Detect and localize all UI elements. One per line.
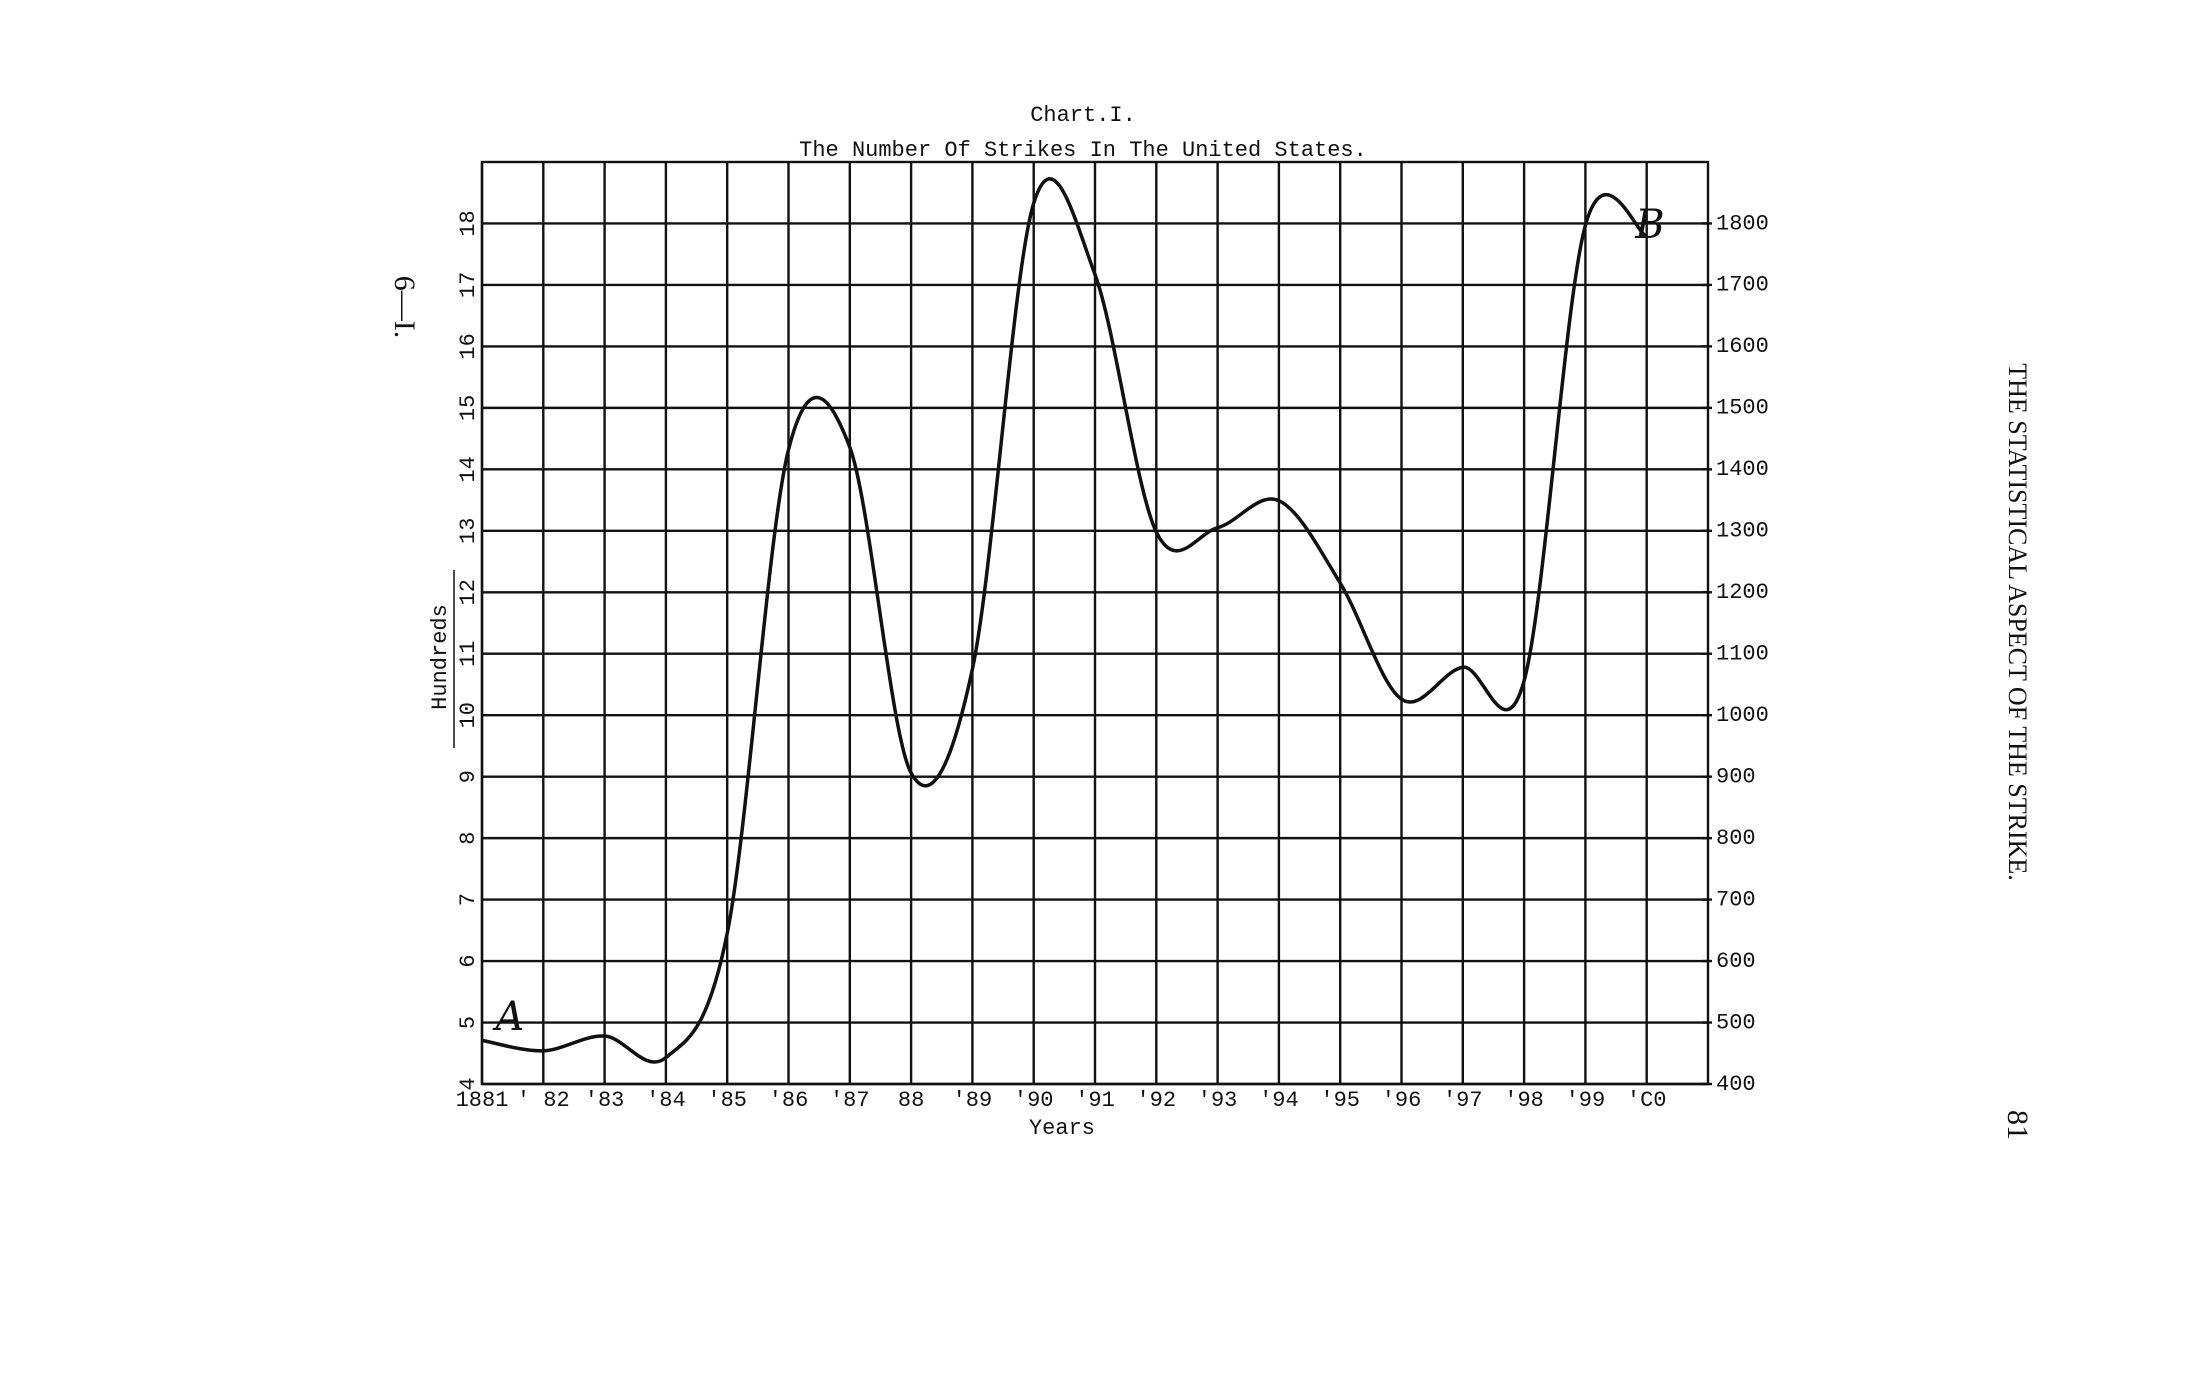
- page-number: 81: [2001, 1110, 2034, 1140]
- y2-tick-label: 1500: [1716, 396, 1769, 421]
- y-tick-label: 16: [456, 333, 481, 359]
- y2-tick-label: 1100: [1716, 642, 1769, 667]
- x-tick-label: '85: [707, 1088, 747, 1113]
- x-tick-label: '93: [1198, 1088, 1238, 1113]
- y2-tick-label: 1300: [1716, 519, 1769, 544]
- y-tick-label: 6: [456, 954, 481, 967]
- x-tick-label: '92: [1136, 1088, 1176, 1113]
- y2-tick-label: 1200: [1716, 580, 1769, 605]
- x-tick-label: '96: [1382, 1088, 1422, 1113]
- x-axis-label: Years: [1029, 1116, 1095, 1141]
- x-tick-label: '87: [830, 1088, 870, 1113]
- x-tick-label: ' 82: [517, 1088, 570, 1113]
- y2-tick-label: 600: [1716, 949, 1756, 974]
- y-tick-label: 12: [456, 579, 481, 605]
- y-tick-label: 7: [456, 893, 481, 906]
- y-tick-label: 9: [456, 770, 481, 783]
- annotation: A: [492, 994, 525, 1040]
- y2-tick-label: 1000: [1716, 703, 1769, 728]
- y-tick-label: 11: [456, 641, 481, 667]
- data-line: [481, 177, 1648, 1064]
- y-tick-label: 17: [456, 272, 481, 298]
- x-tick-label: '99: [1566, 1088, 1606, 1113]
- x-tick-label: '98: [1504, 1088, 1544, 1113]
- y2-tick-label: 700: [1716, 887, 1756, 912]
- y2-tick-label: 1600: [1716, 334, 1769, 359]
- y-tick-label: 5: [456, 1016, 481, 1029]
- x-tick-label: '91: [1075, 1088, 1115, 1113]
- y-tick-label: 18: [456, 210, 481, 236]
- y2-tick-label: 1400: [1716, 457, 1769, 482]
- x-tick-label: '97: [1443, 1088, 1483, 1113]
- y2-tick-label: 800: [1716, 826, 1756, 851]
- x-tick-label: 1881: [456, 1088, 509, 1113]
- x-tick-label: '89: [953, 1088, 993, 1113]
- x-tick-label: 88: [898, 1088, 924, 1113]
- y-tick-label: 15: [456, 395, 481, 421]
- y2-tick-label: 1700: [1716, 273, 1769, 298]
- x-tick-label: '94: [1259, 1088, 1299, 1113]
- x-tick-label: '90: [1014, 1088, 1054, 1113]
- y2-tick-label: 1800: [1716, 211, 1769, 236]
- chart-title: Chart.I.: [1030, 103, 1136, 128]
- x-tick-label: '83: [585, 1088, 625, 1113]
- annotation: B: [1634, 202, 1664, 248]
- y-tick-label: 8: [456, 832, 481, 845]
- y-tick-label: 10: [456, 702, 481, 728]
- x-tick-label: '84: [646, 1088, 686, 1113]
- y2-tick-label: 900: [1716, 764, 1756, 789]
- y-axis-label: Hundreds: [428, 604, 453, 710]
- y-tick-label: 4: [456, 1077, 481, 1090]
- x-tick-label: '86: [769, 1088, 809, 1113]
- running-head: THE STATISTICAL ASPECT OF THE STRIKE.: [2003, 363, 2032, 880]
- margin-mark: 6—I.: [388, 276, 421, 339]
- x-tick-label: '95: [1320, 1088, 1360, 1113]
- y-tick-label: 14: [456, 456, 481, 482]
- chart-subtitle: The Number Of Strikes In The United Stat…: [799, 138, 1367, 163]
- x-tick-label: 'C0: [1627, 1088, 1667, 1113]
- y2-tick-label: 500: [1716, 1010, 1756, 1035]
- y2-tick-label: 400: [1716, 1072, 1756, 1097]
- y-tick-label: 13: [456, 518, 481, 544]
